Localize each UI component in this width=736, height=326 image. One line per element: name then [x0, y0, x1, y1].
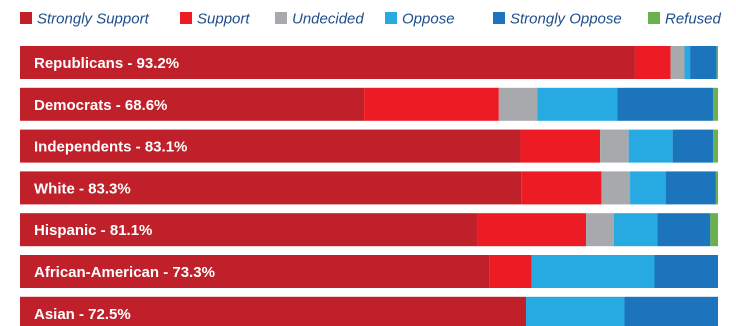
category-label-hispanic: Hispanic - 81.1% — [34, 222, 152, 239]
bar-segment-republicans-strongly-oppose — [690, 46, 717, 79]
bar-segment-independents-oppose — [628, 129, 673, 163]
bar-segment-independents-support — [520, 129, 601, 163]
bar-segment-democrats-strongly-oppose — [617, 87, 714, 121]
bar-segment-hispanic-support — [477, 213, 587, 247]
bar-segment-hispanic-strongly-oppose — [657, 213, 711, 247]
bar-segment-republicans-strongly-support — [20, 46, 635, 79]
bar-segment-white-undecided — [601, 171, 631, 205]
bar-segment-republicans-refused — [716, 46, 718, 79]
category-label-independents: Independents - 83.1% — [34, 139, 187, 156]
legend-swatch-refused — [648, 12, 660, 24]
bar-labels: Republicans - 93.2% Democrats - 68.6% Inde… — [34, 55, 215, 323]
bar-segment-african-american-strongly-support — [20, 255, 490, 288]
legend-swatch-oppose — [385, 12, 397, 24]
bar-segment-white-strongly-oppose — [665, 171, 716, 205]
category-label-democrats: Democrats - 68.6% — [34, 97, 167, 114]
category-label-white: White - 83.3% — [34, 180, 131, 197]
bar-segment-republicans-oppose — [684, 46, 691, 79]
legend-label-refused: Refused — [665, 11, 722, 28]
bar-segment-asian-strongly-oppose — [624, 296, 718, 326]
legend-label-strongly-support: Strongly Support — [37, 11, 150, 28]
bar-segment-white-strongly-support — [20, 171, 522, 205]
legend-label-oppose: Oppose — [402, 11, 455, 28]
bar-segment-african-american-support — [489, 255, 532, 288]
bar-segment-white-oppose — [630, 171, 666, 205]
bar-segment-asian-oppose — [526, 296, 625, 326]
legend-swatch-strongly-oppose — [493, 12, 505, 24]
bar-segment-democrats-strongly-support — [20, 87, 365, 121]
bar-segment-democrats-undecided — [498, 87, 538, 121]
category-label-republicans: Republicans - 93.2% — [34, 55, 179, 72]
bar-segment-republicans-support — [634, 46, 671, 79]
bar-segment-hispanic-oppose — [614, 213, 658, 247]
bar-segment-democrats-support — [364, 87, 499, 121]
bars — [20, 46, 718, 326]
bar-segment-democrats-oppose — [537, 87, 618, 121]
legend: Strongly Support Support Undecided Oppose St… — [20, 11, 722, 28]
legend-swatch-undecided — [275, 12, 287, 24]
bar-segment-african-american-oppose — [531, 255, 655, 288]
bar-segment-asian-strongly-support — [20, 296, 527, 326]
bar-segment-hispanic-refused — [710, 213, 718, 247]
bar-segment-african-american-strongly-oppose — [654, 255, 718, 288]
legend-label-support: Support — [197, 11, 250, 28]
bar-segment-independents-strongly-oppose — [672, 129, 714, 163]
bar-segment-hispanic-strongly-support — [20, 213, 478, 247]
bar-segment-independents-refused — [713, 129, 718, 163]
bar-segment-republicans-undecided — [670, 46, 685, 79]
legend-swatch-support — [180, 12, 192, 24]
legend-swatch-strongly-support — [20, 12, 32, 24]
category-label-african-american: African-American - 73.3% — [34, 264, 215, 281]
bar-segment-white-refused — [715, 171, 718, 205]
bar-segment-independents-strongly-support — [20, 129, 521, 163]
legend-label-undecided: Undecided — [292, 11, 364, 28]
bar-segment-hispanic-undecided — [586, 213, 614, 247]
bar-segment-white-support — [521, 171, 602, 205]
category-label-asian: Asian - 72.5% — [34, 306, 131, 323]
bar-segment-independents-undecided — [600, 129, 629, 163]
legend-label-strongly-oppose: Strongly Oppose — [510, 11, 622, 28]
bar-segment-democrats-refused — [713, 87, 718, 121]
